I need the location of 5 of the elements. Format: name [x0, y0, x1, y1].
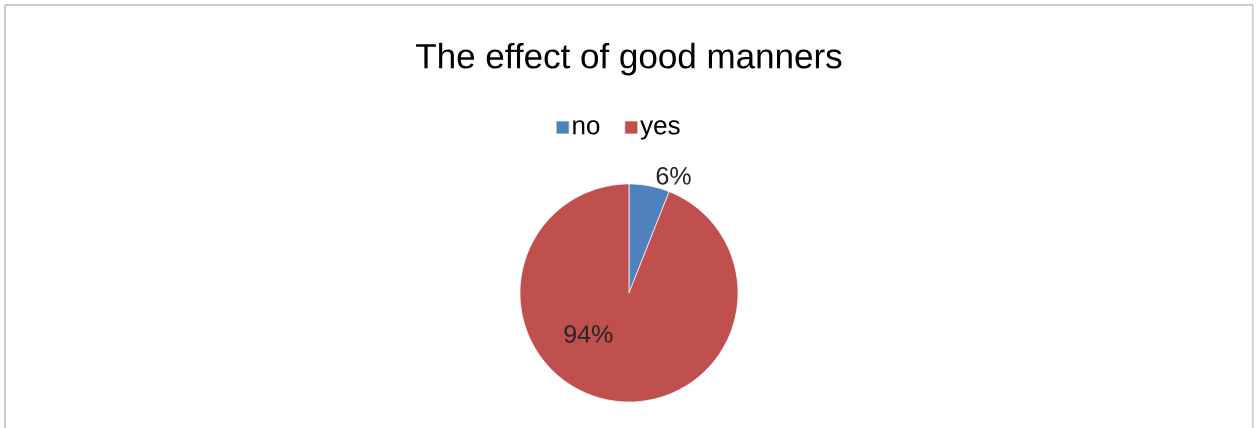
legend-label: no: [573, 120, 600, 135]
data-label: 94%: [564, 325, 613, 343]
legend-label: yes: [640, 120, 680, 140]
data-label: 6%: [656, 166, 691, 185]
chart-title: The effect of good manners: [416, 42, 842, 76]
